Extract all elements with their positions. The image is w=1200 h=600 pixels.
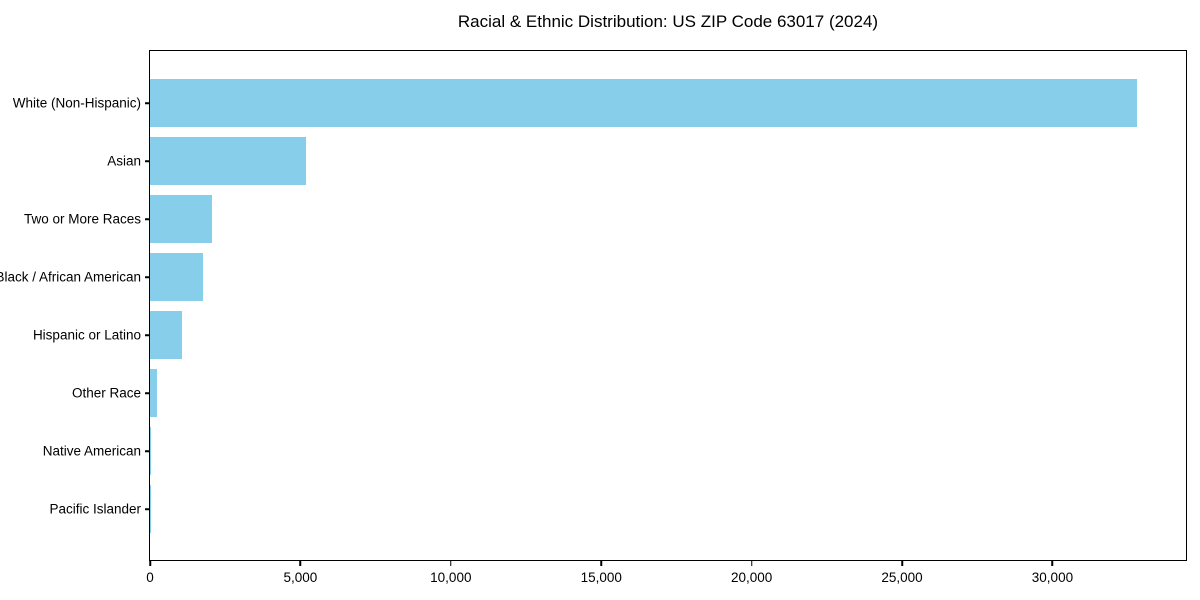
y-axis-tick — [145, 160, 149, 162]
y-axis-tick — [145, 218, 149, 220]
x-axis-tick — [1051, 561, 1054, 566]
x-axis-tick-label: 15,000 — [580, 570, 622, 585]
x-axis-tick-label: 20,000 — [730, 570, 773, 585]
y-axis-tick — [145, 276, 149, 278]
x-axis-tick — [901, 561, 903, 566]
x-axis-tick — [600, 561, 602, 566]
y-axis-category-label: Native American — [42, 443, 141, 459]
y-axis-tick — [145, 508, 149, 510]
y-axis-category-label: White (Non-Hispanic) — [12, 95, 141, 111]
x-axis-tick-label: 25,000 — [881, 570, 923, 585]
bar-row: Two or More Races — [24, 190, 1186, 248]
bar-row: Other Race — [72, 364, 1186, 422]
y-axis-category-label: Other Race — [71, 385, 141, 401]
x-axis-tick-label: 5,000 — [283, 570, 318, 585]
y-axis-category-label: Pacific Islander — [49, 501, 141, 517]
bar-row: White (Non-Hispanic) — [13, 74, 1186, 132]
data-bar — [150, 195, 212, 243]
x-axis-tick-label: 30,000 — [1031, 570, 1074, 585]
x-axis-tick — [149, 561, 151, 566]
x-axis-tick — [299, 561, 302, 566]
y-axis-category-label: Two or More Races — [23, 211, 141, 227]
bar-row: Native American — [43, 422, 1186, 480]
data-bar — [150, 79, 1137, 127]
y-axis-tick — [145, 102, 149, 104]
bar-row: Pacific Islander — [49, 480, 1186, 538]
y-axis-category-label: Hispanic or Latino — [32, 327, 141, 343]
data-bar — [150, 369, 157, 417]
bar-row: Asian — [107, 132, 1186, 190]
data-bar — [150, 311, 182, 359]
data-bar — [150, 427, 152, 475]
chart-title: Racial & Ethnic Distribution: US ZIP Cod… — [457, 12, 879, 31]
y-axis-tick — [145, 392, 149, 394]
y-axis-tick — [145, 334, 149, 336]
data-bar — [150, 137, 307, 185]
bar-row: Black / African American — [0, 248, 1186, 306]
x-axis-tick-label: 0 — [146, 570, 154, 585]
bars-container: White (Non-Hispanic) Asian Two or More Rac… — [0, 51, 1186, 560]
x-axis-tick-label: 10,000 — [430, 570, 472, 585]
y-axis-category-label: Black / African American — [0, 269, 141, 285]
plot-area: White (Non-Hispanic) Asian Two or More Rac… — [0, 50, 1187, 585]
y-axis-tick — [145, 450, 149, 452]
x-axis-tick — [450, 561, 452, 566]
data-bar — [150, 253, 203, 301]
y-axis-category-label: Asian — [107, 153, 141, 169]
bar-row: Hispanic or Latino — [33, 306, 1186, 364]
x-axis-tick — [750, 561, 753, 566]
